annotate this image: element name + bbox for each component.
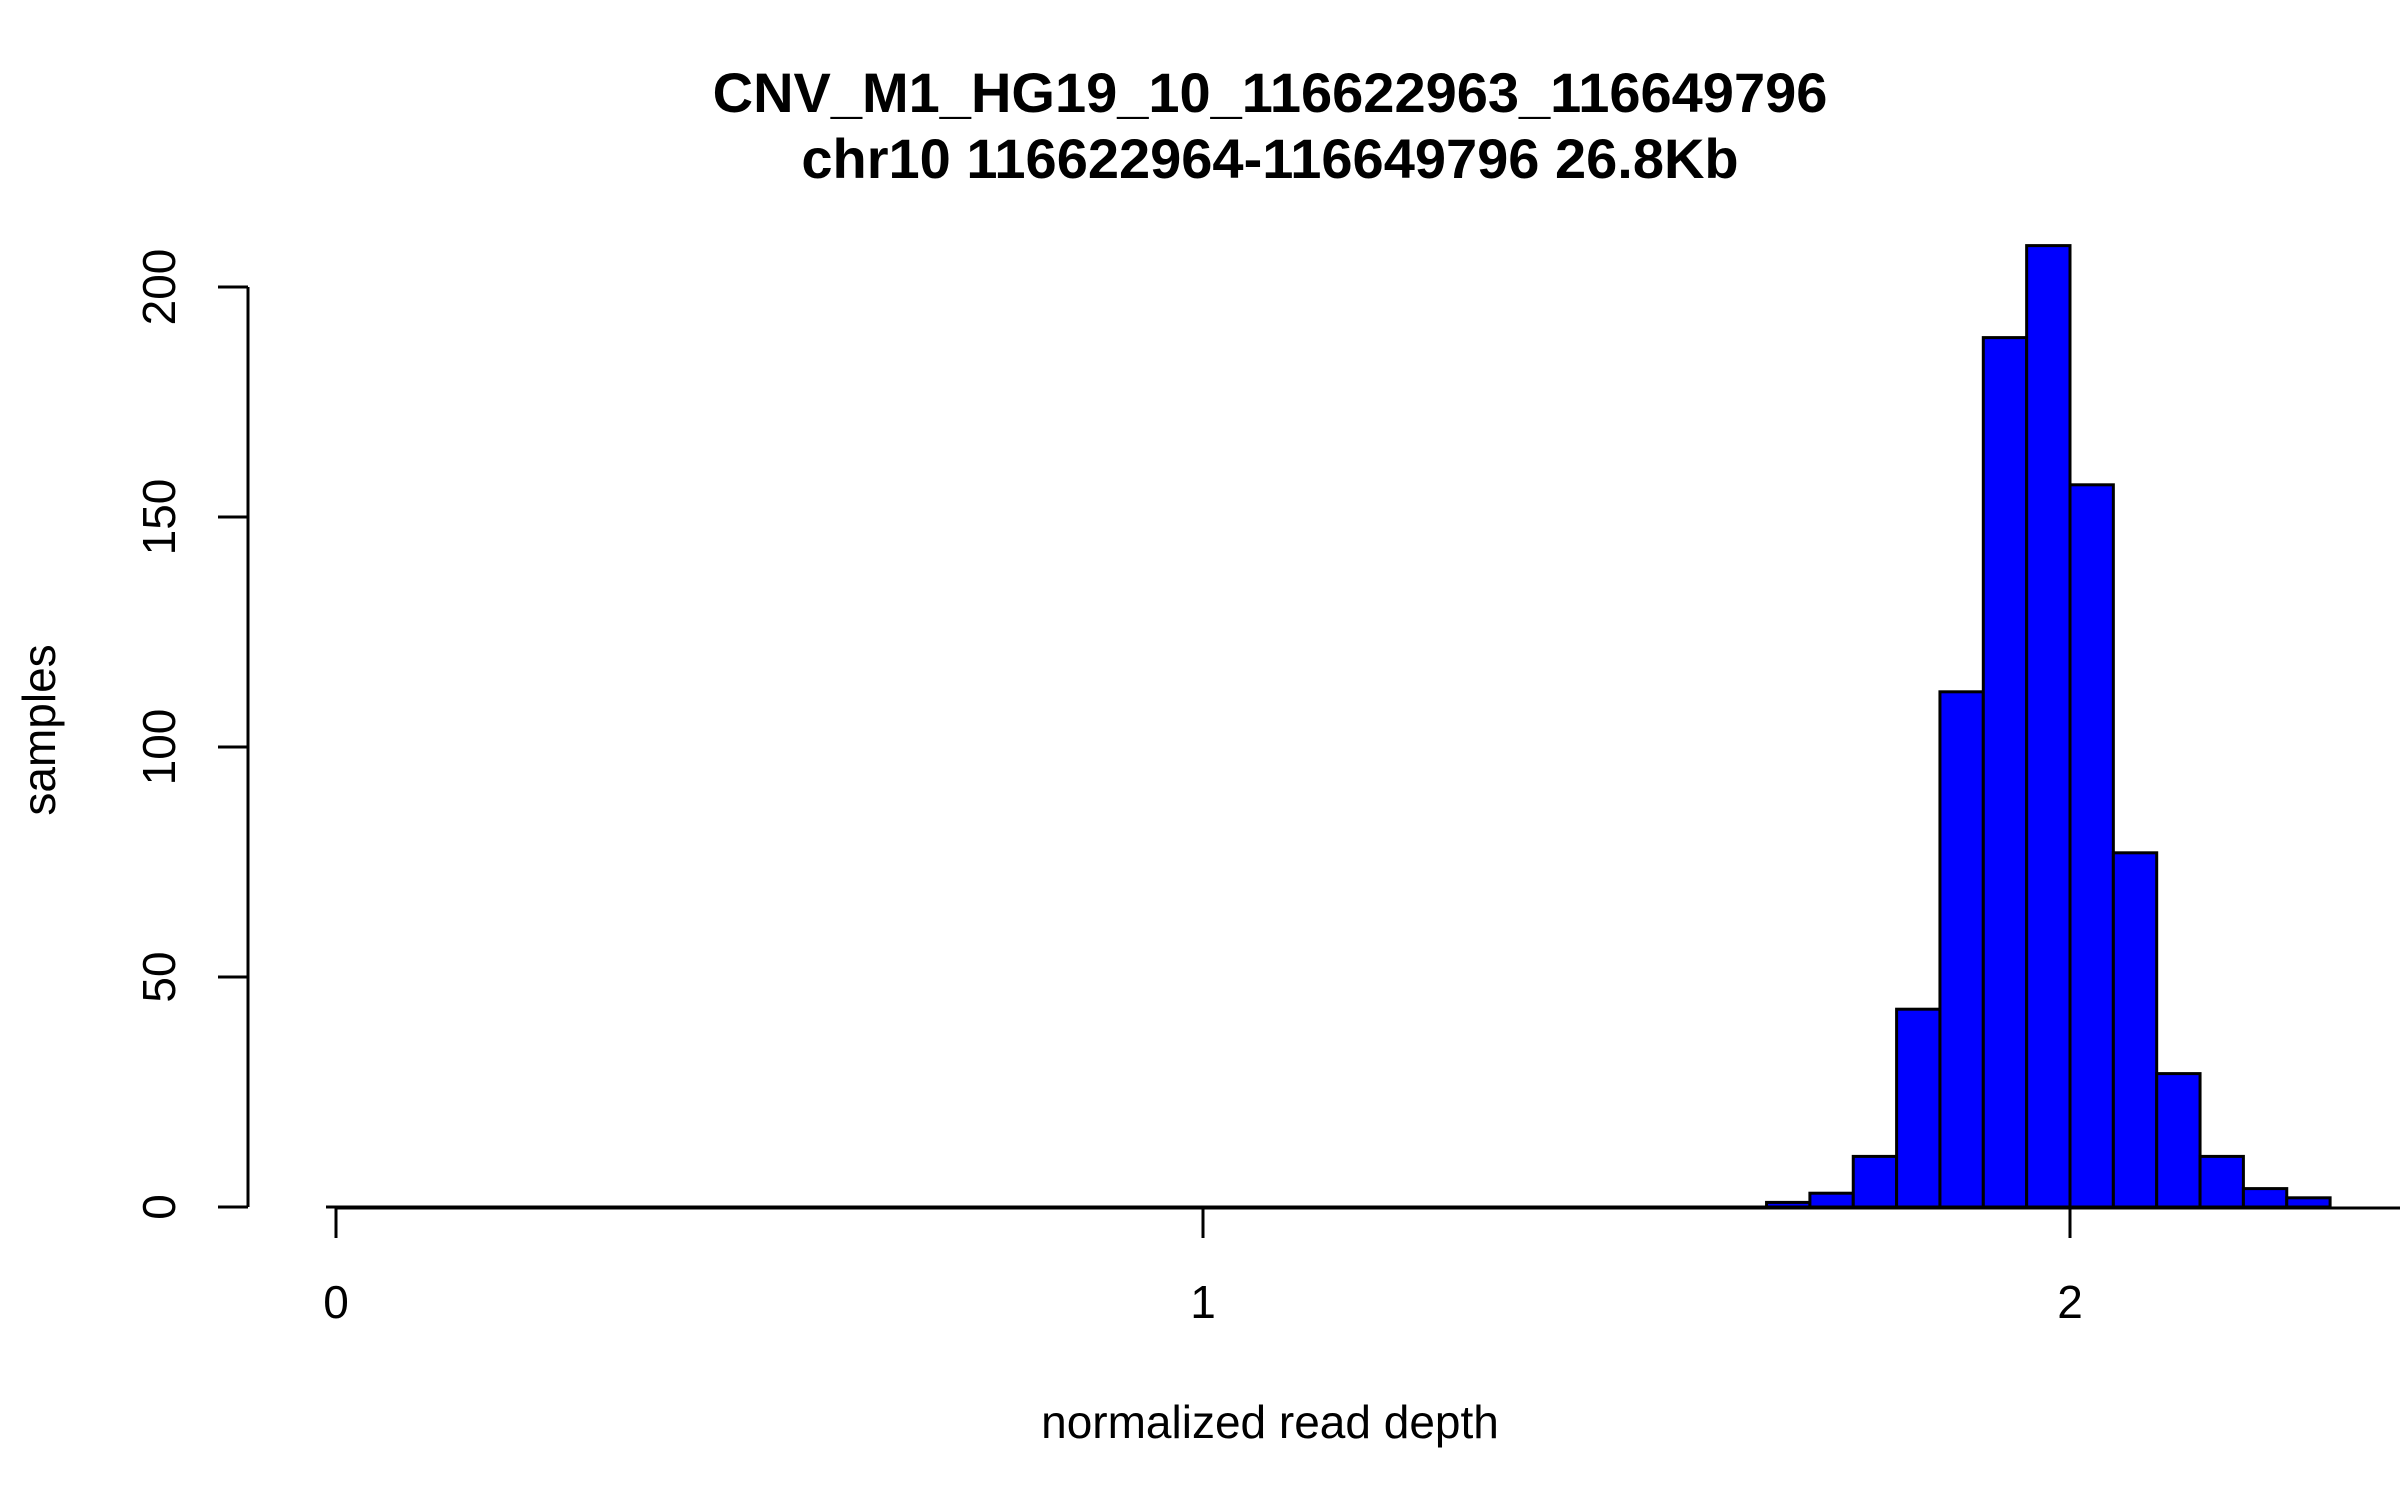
y-axis-label: samples <box>13 644 65 815</box>
samples-bar-12 <box>2285 1196 2332 1209</box>
samples-bar-5 <box>1981 336 2029 1209</box>
x-tick-label-2: 2 <box>2057 1276 2083 1328</box>
samples-bar-4 <box>1938 690 1985 1209</box>
y-tick-label-3: 150 <box>133 479 185 556</box>
samples-bar-8 <box>2111 851 2159 1209</box>
samples-bar-1 <box>1808 1191 1855 1209</box>
chart-title: CNV_M1_HG19_10_116622963_116649796 <box>713 61 1828 124</box>
samples-bar-9 <box>2155 1072 2202 1209</box>
bars-group <box>326 244 2332 1209</box>
y-axis: 0 50 100 150 200 <box>133 249 250 1220</box>
y-tick-label-4: 200 <box>133 249 185 326</box>
samples-bar-6 <box>2025 244 2072 1209</box>
x-tick-label-0: 0 <box>323 1276 349 1328</box>
samples-bar-3 <box>1895 1007 1942 1209</box>
y-tick-label-1: 50 <box>133 951 185 1002</box>
x-tick-label-1: 1 <box>1190 1276 1216 1328</box>
samples-bar-7 <box>2068 483 2115 1209</box>
x-axis: 01234 <box>323 1206 2400 1328</box>
x-axis-label: normalized read depth <box>1041 1396 1499 1448</box>
samples-bar-11 <box>2241 1187 2289 1209</box>
samples-bar-10 <box>2198 1154 2245 1209</box>
chart-subtitle: chr10 116622964-116649796 26.8Kb <box>801 127 1738 190</box>
y-tick-label-2: 100 <box>133 709 185 786</box>
samples-bar-2 <box>1851 1154 1899 1209</box>
y-tick-label-0: 0 <box>133 1194 185 1220</box>
